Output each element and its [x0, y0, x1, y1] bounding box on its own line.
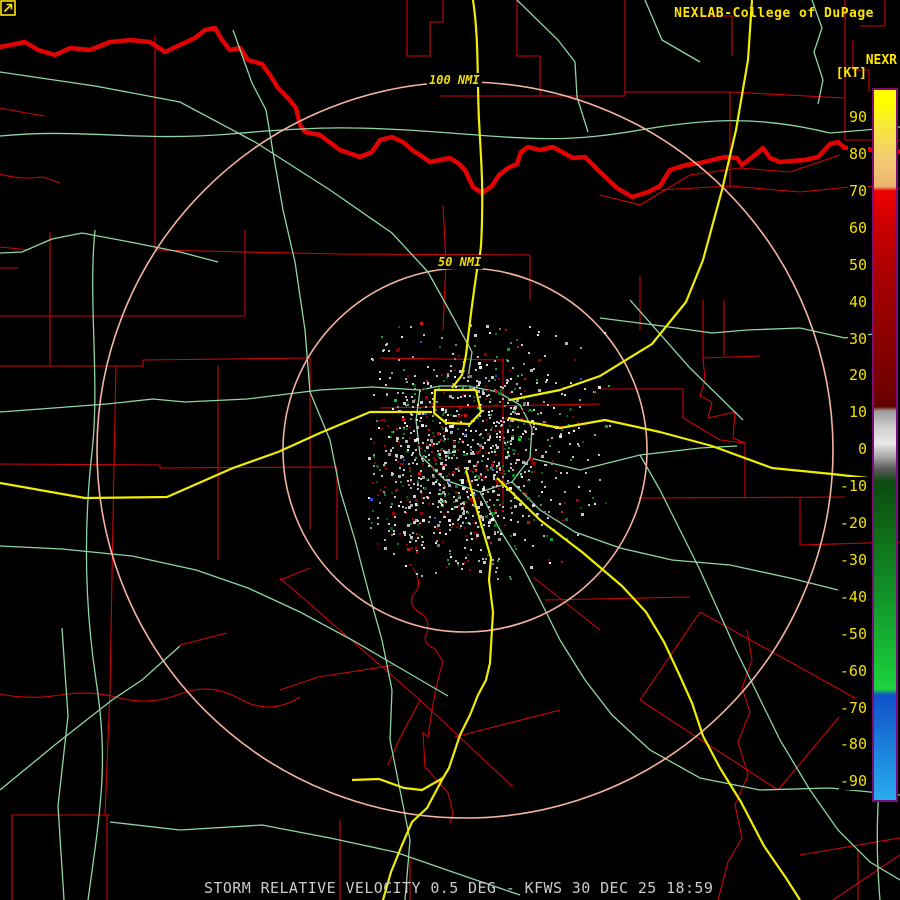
colorbar-product-label: NEXR: [865, 53, 897, 68]
colorbar-tick: -40: [838, 587, 868, 606]
colorbar-tick: -90: [838, 772, 868, 791]
colorbar-tick: 50: [847, 255, 868, 274]
northeast-arrow-box-icon: [0, 0, 16, 16]
colorbar-tick: 60: [847, 218, 868, 237]
colorbar-tick: 70: [847, 181, 868, 200]
colorbar-tick: 30: [847, 329, 868, 348]
colorbar: [872, 88, 898, 802]
colorbar-tick: 90: [847, 108, 868, 127]
velocity-data-layer: [368, 322, 611, 580]
colorbar-tick: -60: [838, 661, 868, 680]
brand-title: NEXLAB-College of DuPage: [674, 6, 874, 21]
colorbar-tick: -30: [838, 550, 868, 569]
colorbar-tick: 80: [847, 145, 868, 164]
colorbar-tick: 10: [847, 403, 868, 422]
colorbar-tick: -10: [838, 477, 868, 496]
colorbar-tick: -50: [838, 624, 868, 643]
colorbar-units-label: [KT]: [835, 66, 867, 81]
river-line: [0, 25, 900, 200]
highway-lines-layer: [0, 0, 869, 900]
colorbar-tick: -80: [838, 735, 868, 754]
colorbar-tick: 0: [856, 440, 868, 459]
colorbar-tick: 20: [847, 366, 868, 385]
colorbar-tick: 40: [847, 292, 868, 311]
status-bar-text: STORM RELATIVE VELOCITY 0.5 DEG - KFWS 3…: [204, 879, 714, 897]
range-ring-label-50nmi: 50 NMI: [436, 255, 484, 269]
colorbar-tick: -20: [838, 514, 868, 533]
range-ring-label-100nmi: 100 NMI: [427, 73, 482, 87]
colorbar-tick: -70: [838, 698, 868, 717]
